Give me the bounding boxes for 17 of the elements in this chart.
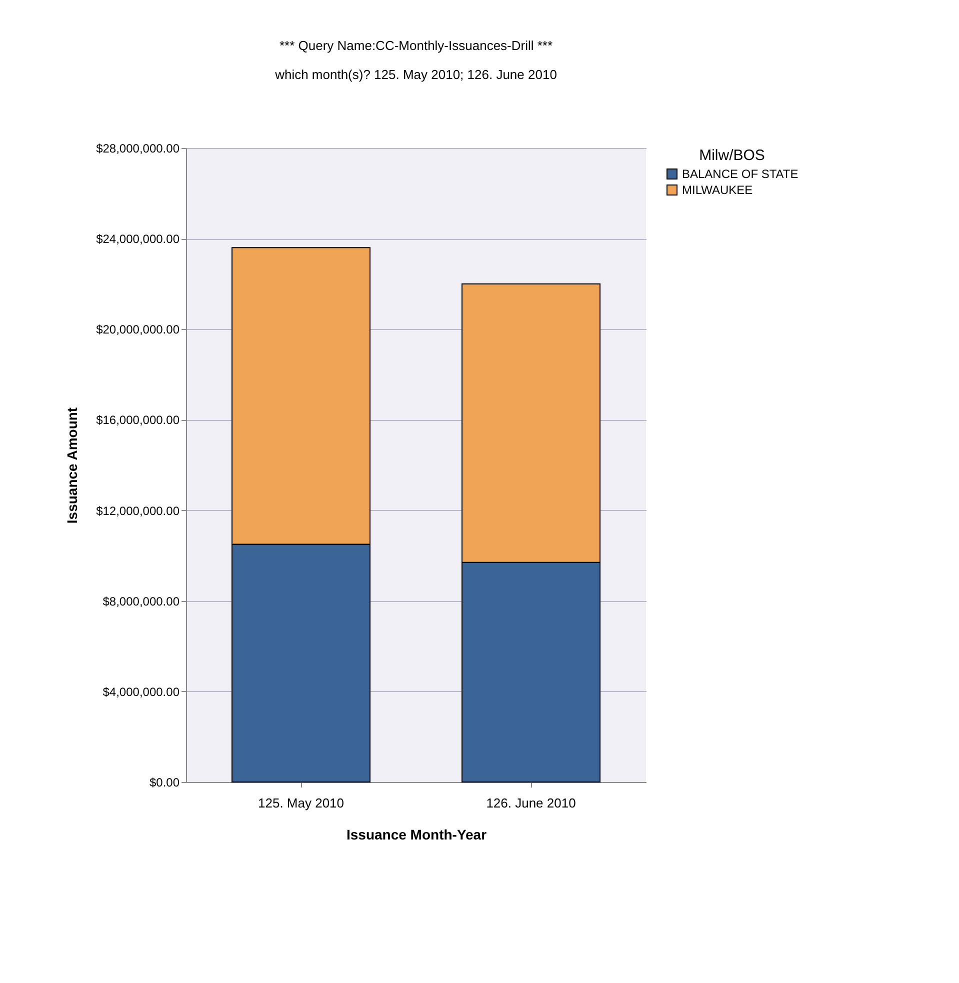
y-tick-label: $8,000,000.00 bbox=[102, 594, 180, 608]
y-tick-label: $16,000,000.00 bbox=[96, 413, 180, 428]
chart-subtitle: which month(s)? 125. May 2010; 126. June 2010 bbox=[274, 67, 557, 82]
legend-title: Milw/BOS bbox=[699, 147, 765, 164]
y-tick-label: $12,000,000.00 bbox=[96, 504, 180, 518]
legend-label: MILWAUKEE bbox=[682, 183, 753, 197]
y-axis-title: Issuance Amount bbox=[64, 407, 80, 524]
chart-title: *** Query Name:CC-Monthly-Issuances-Drill *** bbox=[279, 38, 553, 53]
x-tick-label: 125. May 2010 bbox=[258, 796, 344, 810]
x-axis-title: Issuance Month-Year bbox=[346, 826, 488, 842]
y-tick-label: $4,000,000.00 bbox=[102, 684, 180, 699]
y-tick-label: $20,000,000.00 bbox=[96, 322, 180, 337]
x-tick-label: 126. June 2010 bbox=[486, 796, 576, 810]
y-tick-label: $28,000,000.00 bbox=[96, 142, 180, 156]
y-tick-label: $24,000,000.00 bbox=[96, 232, 180, 246]
legend-label: BALANCE OF STATE bbox=[682, 167, 798, 181]
y-tick-label: $0.00 bbox=[149, 776, 180, 790]
